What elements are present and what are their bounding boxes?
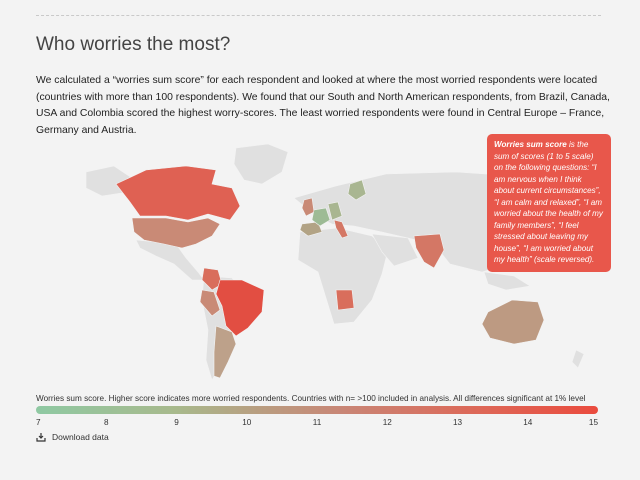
- tooltip-text: is the sum of scores (1 to 5 scale) on t…: [494, 140, 603, 264]
- legend-tick: 15: [588, 418, 598, 427]
- australia: [481, 299, 545, 345]
- colombia: [201, 267, 223, 291]
- canada: [115, 165, 241, 221]
- se-asia: [483, 271, 531, 291]
- legend-ticks: 7 8 9 10 11 12 13 14 15: [36, 418, 598, 428]
- uk: [301, 197, 315, 217]
- mexico: [135, 239, 205, 281]
- africa: [297, 227, 389, 325]
- brazil: [215, 279, 265, 337]
- germany: [327, 201, 343, 221]
- new-zealand: [571, 349, 585, 369]
- score-definition-tooltip: Worries sum score is the sum of scores (…: [487, 134, 611, 272]
- legend-caption: Worries sum score. Higher score indicate…: [36, 394, 586, 403]
- download-data-link[interactable]: Download data: [36, 432, 109, 442]
- download-label: Download data: [52, 432, 109, 442]
- download-icon: [36, 433, 46, 442]
- legend-tick: 11: [312, 418, 322, 427]
- argentina: [213, 325, 237, 379]
- page-title: Who worries the most?: [36, 34, 231, 55]
- usa: [131, 217, 221, 249]
- legend-tick: 14: [523, 418, 533, 427]
- italy: [333, 219, 349, 239]
- legend-tick: 13: [452, 418, 463, 427]
- color-scale-bar: [36, 406, 598, 414]
- legend-tick: 8: [103, 418, 109, 427]
- india: [413, 233, 445, 269]
- tooltip-term: Worries sum score: [494, 140, 567, 149]
- legend-tick: 7: [36, 418, 41, 427]
- legend-tick: 9: [174, 418, 179, 427]
- legend-tick: 10: [242, 418, 252, 427]
- legend-tick: 12: [382, 418, 392, 427]
- intro-paragraph: We calculated a “worries sum score” for …: [36, 75, 610, 136]
- middle-east: [371, 233, 419, 267]
- greenland: [233, 143, 289, 185]
- finland: [347, 179, 367, 201]
- angola: [335, 289, 355, 311]
- top-divider: [36, 15, 601, 16]
- peru: [199, 289, 221, 317]
- france: [311, 207, 331, 227]
